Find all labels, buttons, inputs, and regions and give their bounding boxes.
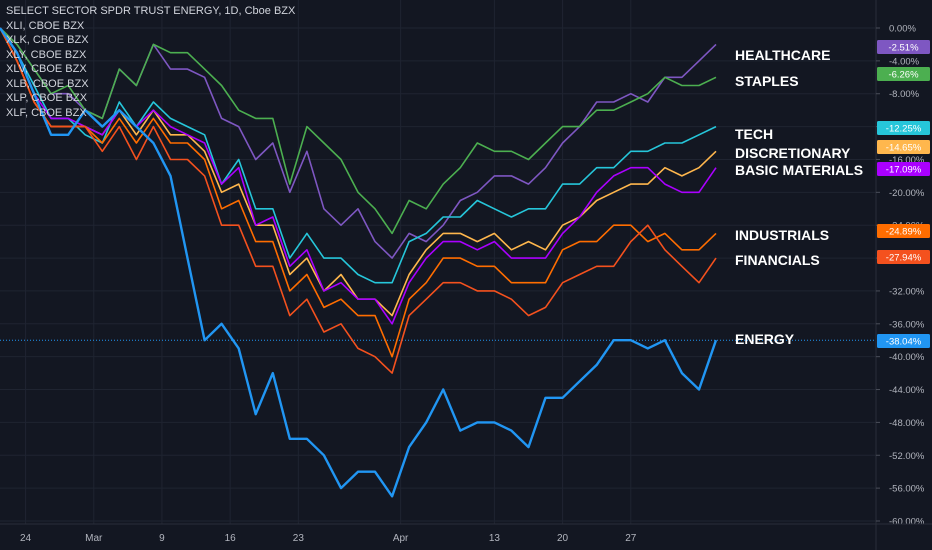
- legend-title: SELECT SECTOR SPDR TRUST ENERGY, 1D, Cbo…: [6, 5, 296, 17]
- series-label-financials: FINANCIALS: [735, 252, 820, 268]
- legend-row-xly[interactable]: XLY, CBOE BZX: [6, 48, 87, 61]
- legend-row-xlb[interactable]: XLB, CBOE BZX: [6, 77, 89, 90]
- last-value-badge-text: -38.04%: [886, 337, 922, 348]
- x-tick-label: 23: [293, 533, 305, 544]
- legend-row-xlf[interactable]: XLF, CBOE BZX: [6, 106, 87, 119]
- y-tick-label: -4.00%: [889, 56, 920, 67]
- last-value-badge: [877, 67, 930, 81]
- last-value-badge: [877, 121, 930, 135]
- last-value-badge: [877, 250, 930, 264]
- series-label-discretionary: DISCRETIONARY: [735, 145, 851, 161]
- legend-row-xli[interactable]: XLI, CBOE BZX: [6, 19, 85, 32]
- y-tick-label: -52.00%: [889, 451, 925, 462]
- legend-row-xlk[interactable]: XLK, CBOE BZX: [6, 34, 89, 46]
- series-line-industrials: [0, 27, 717, 358]
- x-tick-label: 24: [20, 533, 32, 544]
- x-tick-label: 16: [225, 533, 237, 544]
- y-tick-label: -16.00%: [889, 155, 925, 166]
- grid-lines: [0, 0, 876, 524]
- last-value-badge: [877, 140, 930, 154]
- y-tick-label: -44.00%: [889, 385, 925, 396]
- legend: SELECT SECTOR SPDR TRUST ENERGY, 1D, Cbo…: [6, 4, 295, 120]
- last-value-badge-text: -12.25%: [886, 124, 922, 135]
- y-tick-label: 0.00%: [889, 24, 916, 35]
- series-label-tech: TECH: [735, 126, 773, 142]
- x-tick-label: 20: [557, 533, 569, 544]
- y-tick-label: -32.00%: [889, 286, 925, 297]
- series-label-basic-materials: BASIC MATERIALS: [735, 162, 863, 178]
- series-labels: HEALTHCARE STAPLES TECH DISCRETIONARYBASIC …: [735, 47, 863, 347]
- last-value-badges: -2.51% -6.26% -12.25% -14.65% -17.09% -24.89%…: [877, 40, 930, 348]
- series-label-industrials: INDUSTRIALS: [735, 227, 829, 243]
- series-label-staples: STAPLES: [735, 73, 799, 89]
- series-label-healthcare: HEALTHCARE: [735, 47, 830, 63]
- x-tick-label: 27: [625, 533, 637, 544]
- last-value-badge-text: -14.65%: [886, 143, 922, 154]
- y-tick-label: -56.00%: [889, 484, 925, 495]
- x-tick-label: Mar: [85, 533, 103, 544]
- last-value-badge-text: -27.94%: [886, 253, 922, 264]
- last-value-badge: [877, 162, 930, 176]
- series-line-energy: [0, 27, 718, 498]
- y-tick-label: -8.00%: [889, 89, 920, 100]
- y-tick-label: -60.00%: [889, 517, 925, 528]
- legend-row-xlv[interactable]: XLV, CBOE BZX: [6, 63, 87, 75]
- series-line-financials: [0, 27, 717, 374]
- y-tick-label: -48.00%: [889, 418, 925, 429]
- x-tick-label: 9: [159, 533, 165, 544]
- series-lines: [0, 27, 718, 498]
- last-value-badge-text: -2.51%: [888, 43, 919, 54]
- y-tick-label: -20.00%: [889, 188, 925, 199]
- x-axis: 24 Mar 9 16 23 Apr 13 20 27: [0, 523, 932, 544]
- series-line-tech: [0, 27, 717, 284]
- series-line-staples: [0, 27, 717, 235]
- x-tick-label: 13: [489, 533, 501, 544]
- last-value-badge: [877, 224, 930, 238]
- series-label-energy: ENERGY: [735, 331, 795, 347]
- last-value-badge-text: -6.26%: [888, 70, 919, 81]
- last-value-badge: [877, 334, 930, 348]
- y-tick-label: -36.00%: [889, 319, 925, 330]
- y-axis: 0.00%-4.00%-8.00%-12.00%-16.00%-20.00%-2…: [875, 0, 925, 550]
- last-value-badge: [877, 40, 930, 54]
- last-value-badge-text: -24.89%: [886, 227, 922, 238]
- legend-row-xlp[interactable]: XLP, CBOE BZX: [6, 92, 88, 104]
- y-tick-label: -40.00%: [889, 352, 925, 363]
- x-tick-label: Apr: [393, 533, 409, 544]
- last-value-badge-text: -17.09%: [886, 165, 922, 176]
